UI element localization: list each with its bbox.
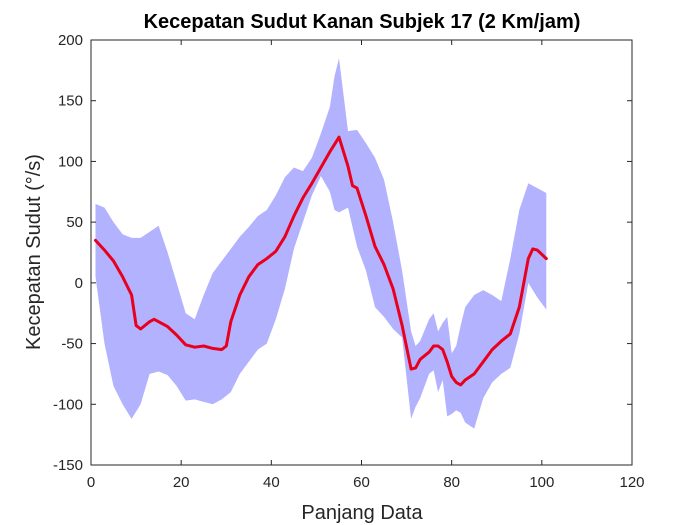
y-tick-label: 100 — [58, 153, 83, 170]
y-tick-label: 50 — [66, 214, 83, 231]
mean-series-line — [94, 135, 548, 387]
x-tick-label: 100 — [529, 474, 554, 491]
y-tick-label: 150 — [58, 93, 83, 110]
y-tick-label: 200 — [58, 32, 83, 49]
x-tick-label: 20 — [173, 474, 190, 491]
y-tick-label: -150 — [53, 457, 83, 474]
variance-band-area — [95, 58, 547, 429]
x-tick-label: 40 — [263, 474, 280, 491]
plot-area: 0 20 40 60 80 100 120 -150 -100 -50 0 50 100 150 200 — [53, 32, 645, 491]
y-tick-label: -50 — [61, 336, 83, 353]
y-tick-label: -100 — [53, 396, 83, 413]
x-tick-label: 60 — [353, 474, 370, 491]
y-axis-label: Kecepatan Sudut (°/s) — [23, 154, 45, 350]
x-tick-label: 0 — [87, 474, 95, 491]
x-axis-label: Panjang Data — [301, 502, 423, 524]
chart-title: Kecepatan Sudut Kanan Subjek 17 (2 Km/ja… — [144, 11, 581, 33]
x-tick-label: 80 — [443, 474, 460, 491]
x-tick-label: 120 — [619, 474, 644, 491]
y-tick-label: 0 — [75, 275, 83, 292]
